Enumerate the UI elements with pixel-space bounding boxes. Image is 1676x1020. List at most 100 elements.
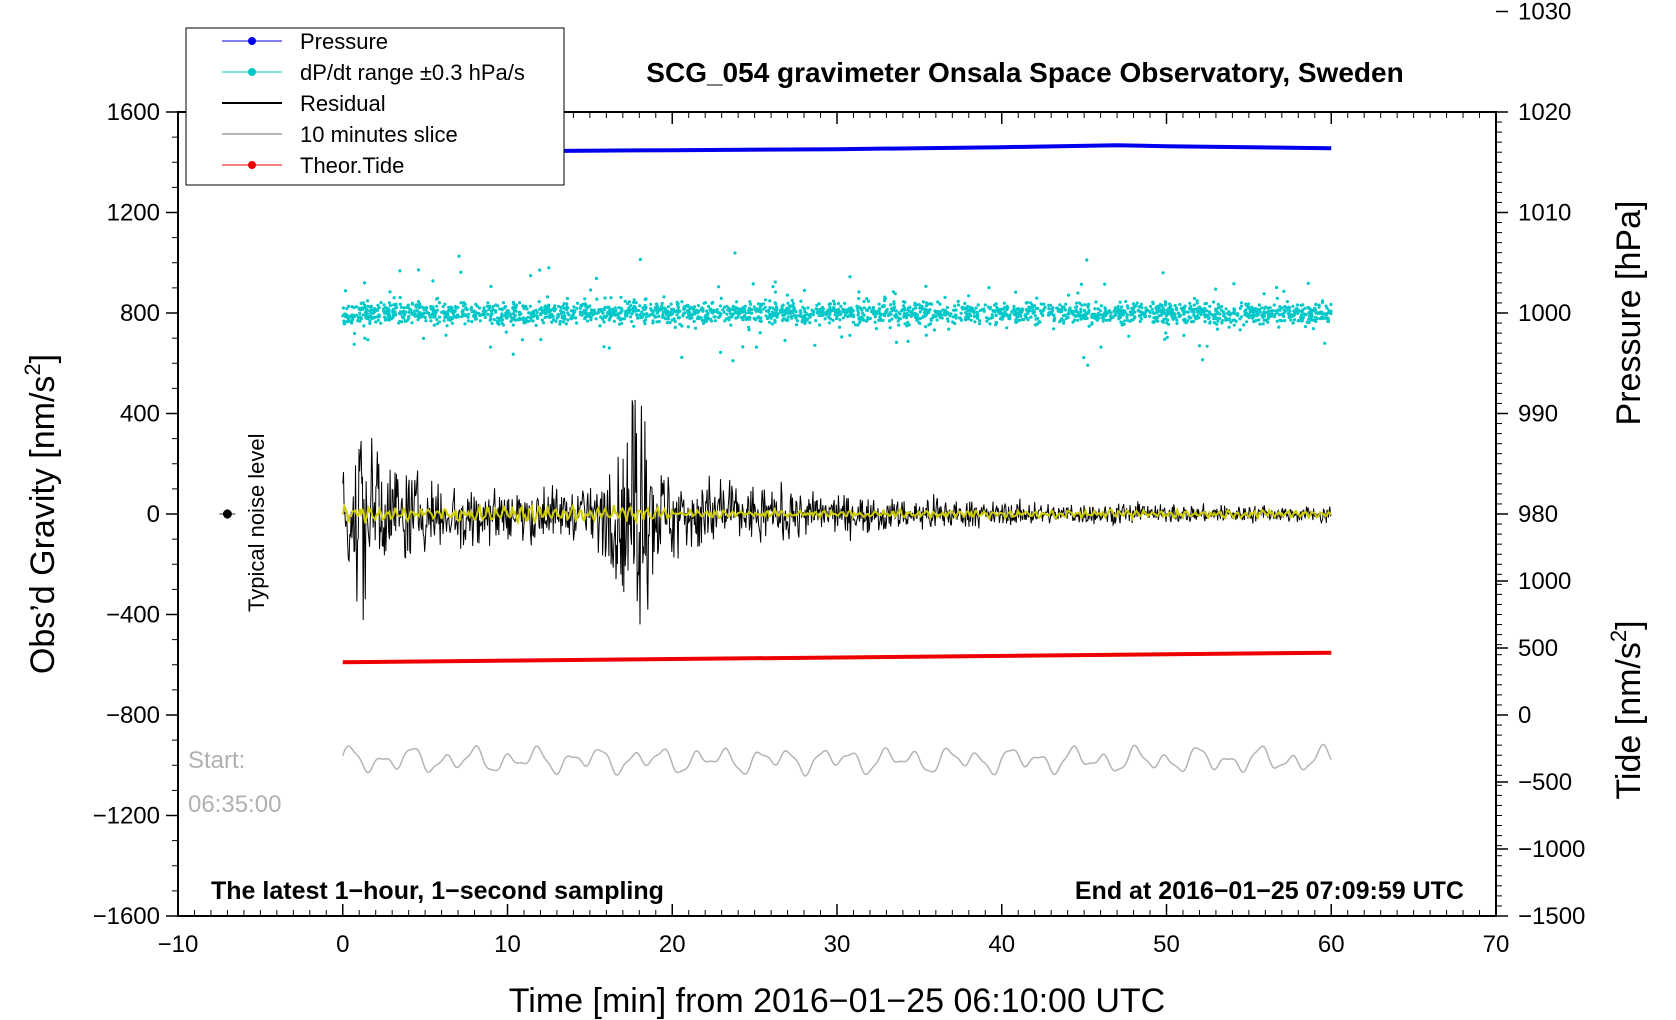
- dpdt-point: [991, 309, 995, 313]
- dpdt-point: [1140, 312, 1144, 316]
- dpdt-point: [662, 295, 666, 299]
- dpdt-point: [1139, 317, 1143, 321]
- dpdt-point: [509, 319, 513, 323]
- dpdt-point: [601, 311, 605, 315]
- dpdt-point: [1052, 327, 1056, 331]
- dpdt-point: [982, 307, 986, 311]
- dpdt-point: [446, 314, 450, 318]
- dpdt-point: [387, 301, 391, 305]
- noise-level-marker: [219, 508, 236, 520]
- dpdt-point: [775, 305, 779, 309]
- dpdt-point: [1042, 307, 1046, 311]
- dpdt-point: [973, 320, 977, 324]
- dpdt-point: [890, 317, 894, 321]
- dpdt-point: [1085, 258, 1089, 262]
- dpdt-point: [858, 317, 862, 321]
- y-tick-label: 0: [147, 501, 160, 528]
- dpdt-point: [750, 311, 754, 315]
- dpdt-point: [632, 324, 636, 328]
- dpdt-point: [906, 339, 910, 343]
- dpdt-point: [433, 312, 437, 316]
- dpdt-point: [505, 316, 509, 320]
- dpdt-point: [1023, 314, 1027, 318]
- dpdt-point: [877, 307, 881, 311]
- dpdt-point: [828, 305, 832, 309]
- dpdt-point: [501, 318, 505, 322]
- dpdt-point: [1174, 316, 1178, 320]
- dpdt-point: [1075, 301, 1079, 305]
- dpdt-point: [503, 314, 507, 318]
- dpdt-point: [1148, 314, 1152, 318]
- dpdt-point: [1087, 308, 1091, 313]
- dpdt-point: [514, 309, 518, 313]
- dpdt-point: [1169, 312, 1173, 316]
- dpdt-point: [1243, 309, 1247, 313]
- dpdt-point: [1024, 308, 1028, 312]
- dpdt-point: [828, 317, 833, 321]
- dpdt-point: [368, 309, 372, 313]
- dpdt-point: [451, 312, 456, 316]
- dpdt-point: [486, 312, 490, 316]
- dpdt-point: [970, 306, 975, 310]
- dpdt-point: [670, 318, 674, 322]
- dpdt-point: [657, 314, 661, 318]
- dpdt-point: [857, 290, 861, 294]
- dpdt-point: [1308, 307, 1312, 311]
- dpdt-point: [639, 316, 643, 320]
- dpdt-point: [508, 312, 512, 316]
- dpdt-point: [602, 308, 607, 312]
- dpdt-point: [1042, 302, 1046, 306]
- dpdt-point: [969, 309, 974, 313]
- dpdt-point: [1074, 305, 1079, 309]
- dpdt-point: [541, 308, 545, 313]
- dpdt-point: [578, 310, 583, 314]
- dpdt-point: [806, 306, 810, 310]
- dpdt-point: [489, 284, 493, 289]
- dpdt-point: [546, 308, 550, 313]
- dpdt-point: [873, 315, 877, 319]
- tide-tick-label: −1500: [1518, 903, 1585, 930]
- dpdt-point: [519, 317, 523, 321]
- dpdt-point: [921, 315, 925, 319]
- dpdt-point: [627, 310, 632, 314]
- dpdt-point: [1242, 323, 1246, 327]
- dpdt-point: [1291, 321, 1295, 325]
- dpdt-point: [456, 313, 460, 317]
- dpdt-point: [1287, 305, 1291, 309]
- dpdt-point: [914, 314, 918, 318]
- dpdt-point: [1292, 309, 1296, 313]
- dpdt-point: [466, 315, 470, 319]
- dpdt-point: [748, 302, 753, 306]
- dpdt-point: [643, 297, 647, 301]
- dpdt-point: [609, 296, 613, 300]
- dpdt-point: [1282, 289, 1286, 293]
- dpdt-point: [771, 285, 775, 289]
- dpdt-point: [485, 304, 489, 308]
- dpdt-point: [1016, 313, 1021, 317]
- dpdt-point: [1268, 306, 1272, 310]
- dpdt-point: [1192, 310, 1196, 315]
- dpdt-point: [392, 313, 396, 318]
- dpdt-point: [644, 312, 648, 316]
- dpdt-point: [713, 309, 717, 313]
- dpdt-point: [604, 315, 608, 319]
- dpdt-point: [1059, 309, 1064, 313]
- dpdt-point: [1103, 282, 1107, 286]
- dpdt-point: [1222, 312, 1226, 316]
- dpdt-point: [1320, 300, 1324, 304]
- dpdt-point: [539, 313, 543, 317]
- y-axis-label: Obs’d Gravity [nm/s2]: [20, 354, 62, 674]
- dpdt-point: [657, 319, 661, 324]
- dpdt-point: [842, 310, 846, 314]
- dpdt-point: [1122, 313, 1126, 317]
- dpdt-point: [1167, 306, 1171, 310]
- dpdt-point: [382, 303, 386, 307]
- dpdt-point: [363, 336, 367, 340]
- dpdt-point: [757, 309, 761, 313]
- dpdt-point: [903, 300, 907, 304]
- dpdt-point: [841, 307, 845, 311]
- dpdt-point: [1315, 316, 1319, 321]
- dpdt-point: [827, 321, 832, 325]
- dpdt-point: [1163, 303, 1167, 307]
